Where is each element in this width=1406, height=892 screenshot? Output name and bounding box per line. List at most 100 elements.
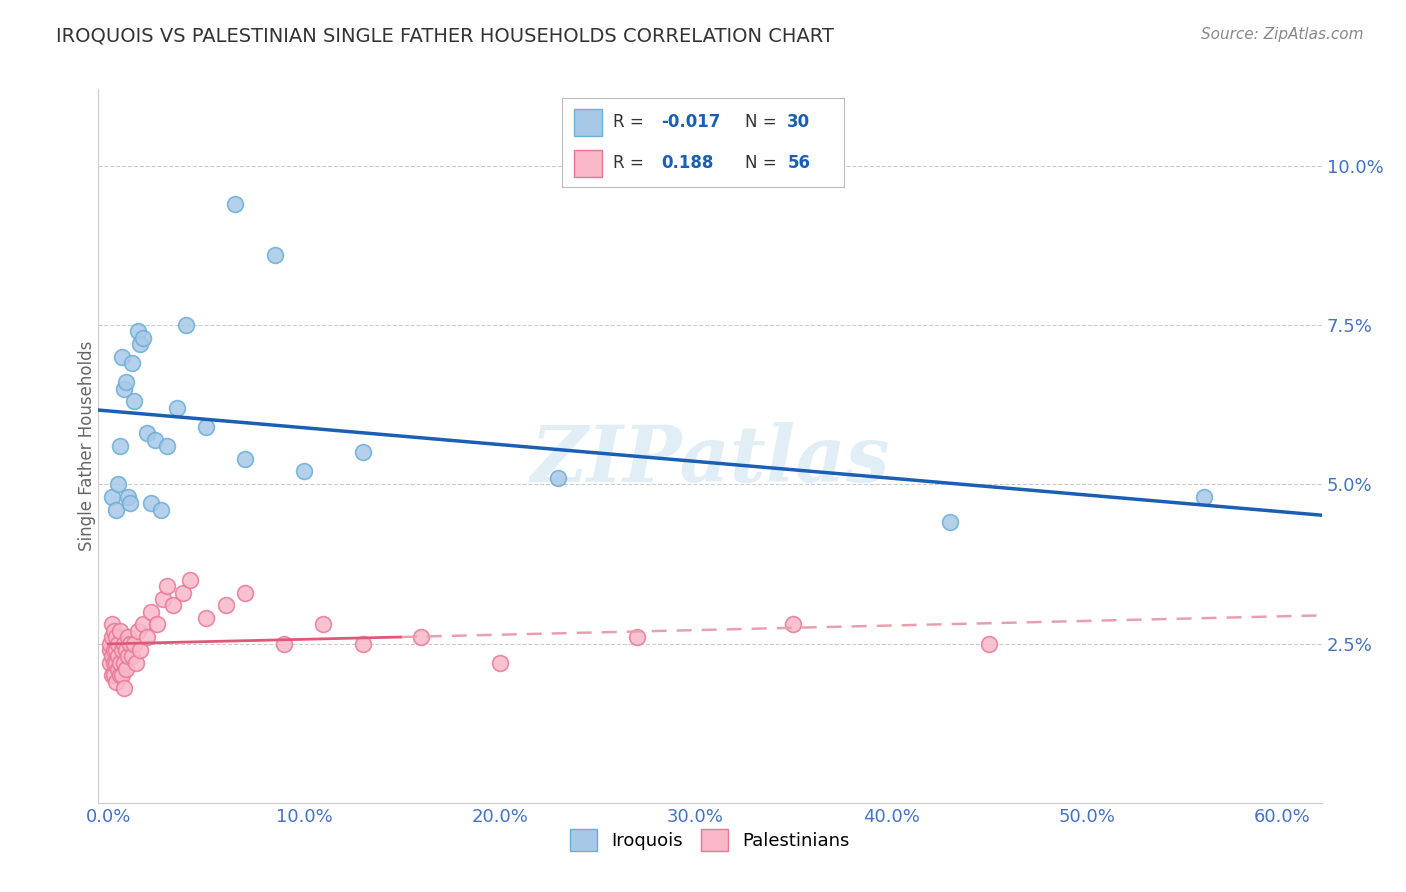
Text: Source: ZipAtlas.com: Source: ZipAtlas.com [1201,27,1364,42]
Point [105,643,128,657]
Point [103,668,125,682]
Point [224,197,246,211]
Point [103,624,125,638]
Point [292,465,315,479]
Point [101,490,124,504]
Point [98,656,121,670]
Point [114,643,136,657]
Point [127,624,149,638]
Point [179,573,201,587]
Point [128,337,150,351]
Point [132,617,155,632]
Point [118,636,141,650]
Point [166,401,188,415]
Text: R =: R = [613,154,644,172]
Point [111,668,134,682]
FancyBboxPatch shape [574,150,602,177]
Text: -0.017: -0.017 [661,113,720,131]
Point [132,331,155,345]
Text: IROQUOIS VS PALESTINIAN SINGLE FATHER HOUSEHOLDS CORRELATION CHART: IROQUOIS VS PALESTINIAN SINGLE FATHER HO… [56,27,834,45]
Point [127,324,149,338]
Text: N =: N = [745,154,776,172]
Point [114,376,136,390]
Point [939,516,962,530]
Point [111,350,134,364]
Point [108,439,131,453]
Point [107,636,129,650]
Point [143,433,166,447]
Point [108,624,131,638]
Point [150,502,173,516]
Point [112,636,135,650]
Point [273,636,295,650]
Point [105,502,128,516]
Point [156,579,179,593]
Point [547,471,569,485]
Point [105,656,128,670]
Point [107,649,129,664]
Text: ZIPatlas: ZIPatlas [530,422,890,499]
Point [233,585,256,599]
Point [136,426,159,441]
Point [162,599,184,613]
Point [98,636,121,650]
Point [782,617,804,632]
Point [233,451,256,466]
Point [128,643,150,657]
Point [105,630,128,644]
Point [121,649,143,664]
Point [112,656,135,670]
Point [101,630,124,644]
Point [101,668,124,682]
Point [117,630,139,644]
Point [107,477,129,491]
Point [117,649,139,664]
Point [141,496,163,510]
Point [101,617,124,632]
Point [101,649,124,664]
Point [214,599,236,613]
Point [195,611,218,625]
Point [107,662,129,676]
Point [103,656,125,670]
Point [105,674,128,689]
Point [108,656,131,670]
Point [118,496,141,510]
Point [124,656,146,670]
Point [156,439,179,453]
Point [117,490,139,504]
Text: 0.188: 0.188 [661,154,713,172]
Point [122,636,145,650]
Text: 30: 30 [787,113,810,131]
Y-axis label: Single Father Households: Single Father Households [79,341,96,551]
Point [112,681,135,695]
Text: 56: 56 [787,154,810,172]
Point [111,643,134,657]
Point [411,630,433,644]
Point [977,636,1000,650]
Point [121,356,143,370]
Point [626,630,648,644]
Point [114,662,136,676]
Point [263,248,285,262]
Point [488,656,510,670]
Point [103,643,125,657]
Point [195,420,218,434]
Point [152,591,174,606]
Point [1192,490,1215,504]
Point [312,617,335,632]
Point [141,605,163,619]
Point [108,668,131,682]
Point [136,630,159,644]
Text: R =: R = [613,113,644,131]
Point [112,382,135,396]
Point [172,585,194,599]
FancyBboxPatch shape [574,109,602,136]
Point [352,445,374,459]
Point [122,394,145,409]
Point [146,617,169,632]
Legend: Iroquois, Palestinians: Iroquois, Palestinians [562,822,858,858]
Point [352,636,374,650]
Point [98,643,121,657]
Point [176,318,198,332]
